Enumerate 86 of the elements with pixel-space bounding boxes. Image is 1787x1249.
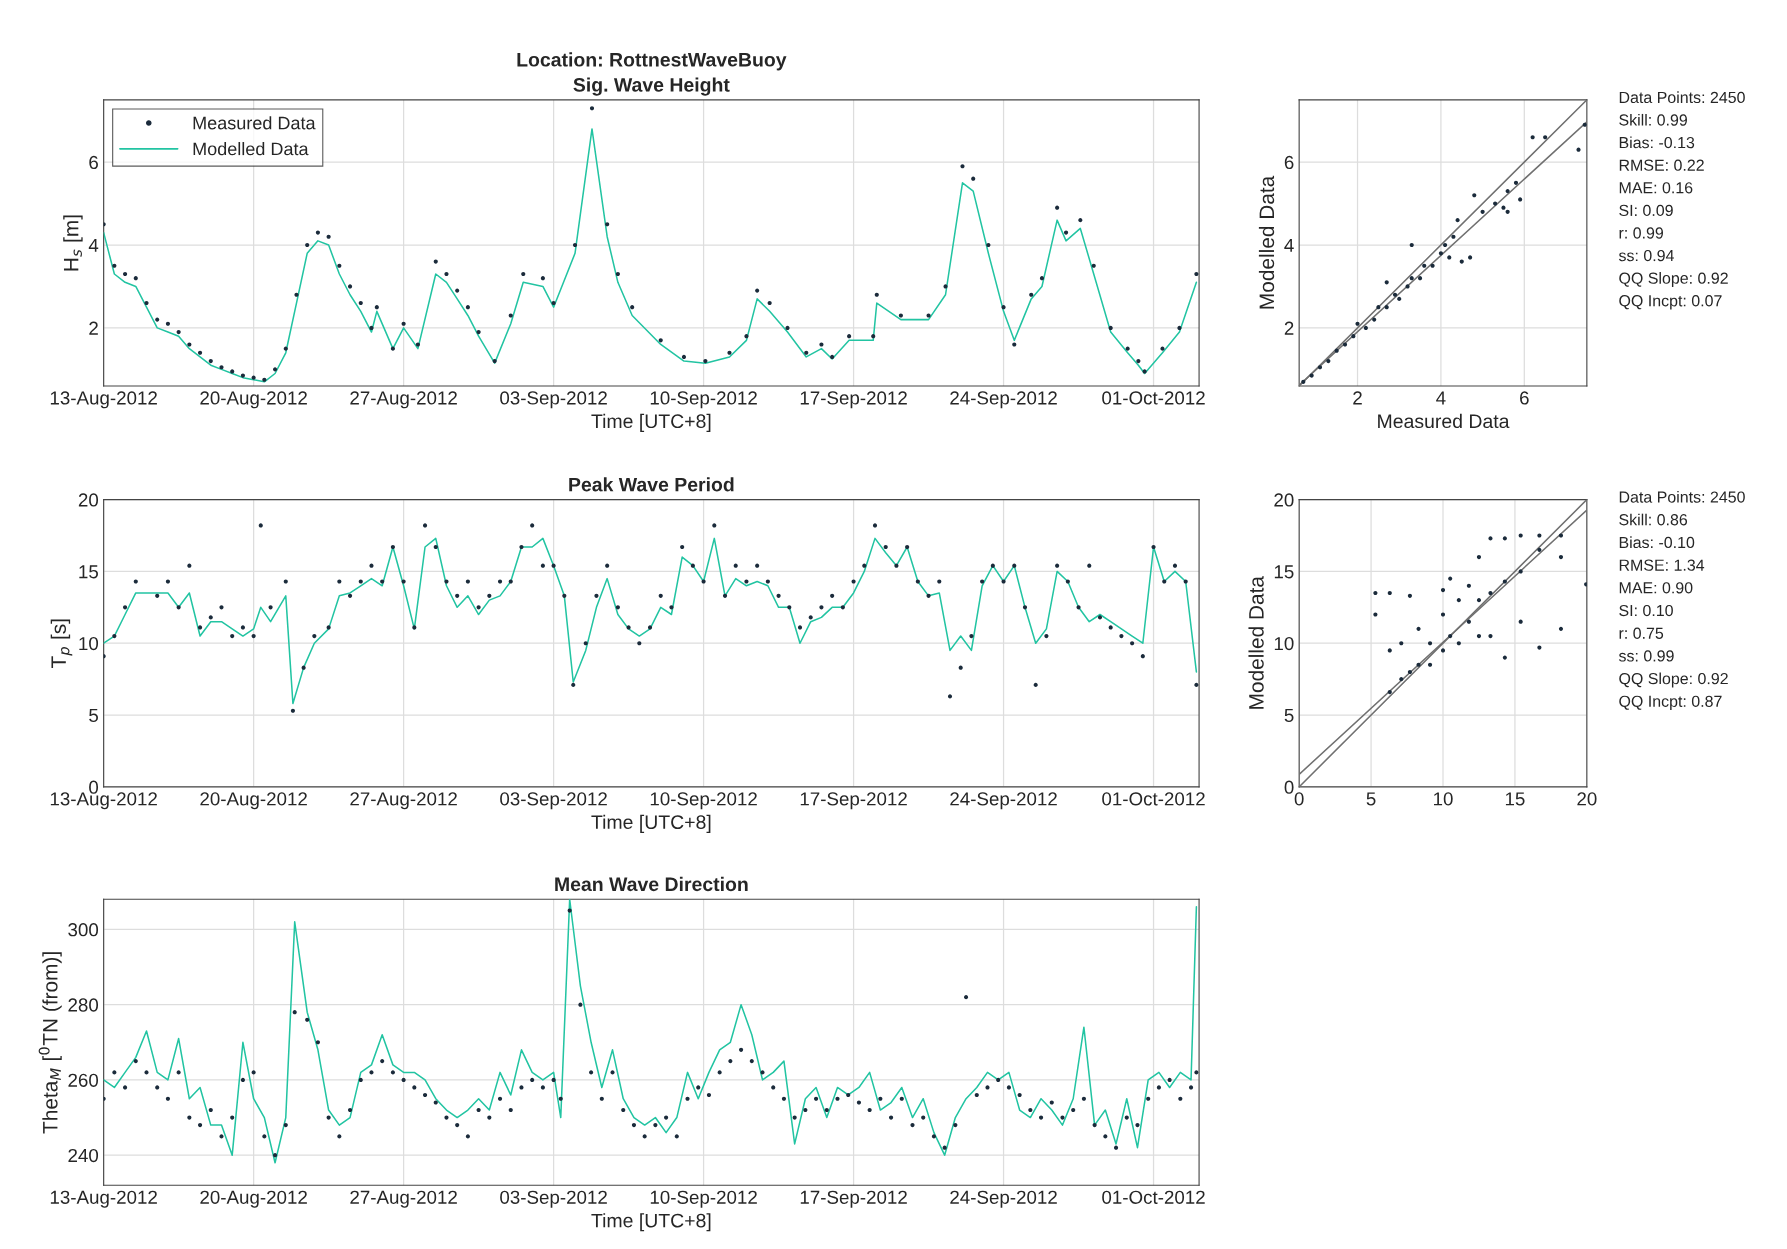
text: RMSE: 0.22 [1619,159,1704,171]
x-tick-label: 15 [1505,792,1525,806]
x-tick-label: 20-Aug-2012 [200,391,307,409]
y-axis-title: H$_{s}$ [m] [63,215,83,271]
text: RMSE: 1.34 [1619,559,1705,571]
y-tick-label: 6 [89,155,98,170]
x-axis-title: Time [UTC+8] [591,413,711,432]
text: r: 0.75 [1619,627,1664,639]
y-tick-label: 6 [1284,155,1294,170]
y-axis-title: Modelled Data [1258,175,1275,309]
y-tick-label: 240 [68,1148,99,1163]
legend-label: Modelled Data [193,142,309,156]
y-tick-label: 20 [78,493,99,507]
text: SI: 0.09 [1619,204,1673,217]
chart-title: Location: RottnestWaveBuoy Sig. Wave Height [517,52,787,96]
x-tick-label: 10-Sep-2012 [650,1190,757,1208]
y-tick-label: 260 [68,1073,99,1087]
text: QQ Incpt: 0.07 [1619,295,1722,310]
y-tick-label: 5 [1284,708,1294,723]
text: Data Points: 2450 [1619,91,1745,104]
x-tick-label: 01-Oct-2012 [1102,391,1205,405]
text: ss: 0.99 [1618,650,1674,662]
text: QQ Slope: 0.92 [1619,672,1728,688]
y-tick-label: 5 [89,708,98,723]
y-axis-title: T$_{p}$ [s] [50,619,73,669]
x-tick-label: 20 [1577,792,1597,806]
y-tick-label: 4 [1284,238,1294,252]
y-tick-label: 15 [79,565,98,579]
text: r: 0.99 [1619,227,1664,239]
text: Data Points: 2450 [1619,490,1745,503]
y-axis-title: Theta$_{M}$ [$^{0}$TN (from)] [38,952,62,1134]
x-tick-label: 17-Sep-2012 [800,792,907,810]
x-tick-label: 01-Oct-2012 [1102,792,1205,806]
x-tick-label: 13-Aug-2012 [50,792,157,810]
x-tick-label: 03-Sep-2012 [500,391,607,409]
y-axis-title: Modelled Data [1248,576,1264,709]
x-axis-title: Time [UTC+8] [591,814,711,833]
text: Skill: 0.99 [1619,113,1687,126]
x-tick-label: 03-Sep-2012 [500,792,607,810]
text: Bias: -0.13 [1619,136,1695,149]
text: Skill: 0.86 [1619,513,1688,526]
x-tick-label: 17-Sep-2012 [800,391,907,409]
text: MAE: 0.16 [1619,182,1693,194]
x-tick-label: 4 [1436,391,1446,405]
y-tick-label: 15 [1274,565,1294,579]
text: Bias: -0.10 [1619,536,1695,549]
x-tick-label: 2 [1353,391,1362,405]
x-tick-label: 17-Sep-2012 [800,1190,907,1208]
chart-title: Mean Wave Direction [555,876,748,892]
legend-label: Measured Data [193,116,316,130]
x-tick-label: 27-Aug-2012 [350,391,457,409]
y-tick-label: 10 [1274,636,1294,651]
text: QQ Slope: 0.92 [1619,272,1728,287]
x-tick-label: 24-Sep-2012 [950,792,1057,810]
x-tick-label: 01-Oct-2012 [1102,1190,1205,1204]
x-axis-title: Measured Data [1378,413,1510,429]
x-tick-label: 27-Aug-2012 [350,1190,457,1208]
x-tick-label: 13-Aug-2012 [50,1190,157,1208]
y-tick-label: 2 [1284,321,1294,335]
text: SI: 0.10 [1619,604,1673,617]
y-tick-label: 0 [1284,780,1294,794]
y-tick-label: 10 [79,636,99,651]
x-tick-label: 10 [1434,792,1453,806]
x-tick-label: 6 [1520,391,1529,405]
x-axis-title: Time [UTC+8] [591,1213,711,1232]
x-tick-label: 03-Sep-2012 [500,1190,607,1208]
x-tick-label: 0 [1294,792,1304,806]
text: ss: 0.94 [1618,249,1674,262]
x-tick-label: 20-Aug-2012 [200,1190,307,1208]
chart-title: Peak Wave Period [569,477,734,492]
y-tick-label: 300 [68,923,99,937]
x-tick-label: 24-Sep-2012 [950,391,1057,409]
text: QQ Incpt: 0.87 [1619,695,1722,711]
y-tick-label: 20 [1274,493,1294,507]
y-tick-label: 280 [68,998,99,1012]
x-tick-label: 10-Sep-2012 [650,391,757,409]
y-tick-label: 2 [89,321,98,335]
x-tick-label: 20-Aug-2012 [200,792,307,810]
x-tick-label: 13-Aug-2012 [50,391,157,409]
x-tick-label: 27-Aug-2012 [350,792,457,810]
text: MAE: 0.90 [1619,582,1693,594]
y-tick-label: 4 [88,238,99,252]
x-tick-label: 24-Sep-2012 [950,1190,1057,1208]
x-tick-label: 10-Sep-2012 [650,792,757,810]
x-tick-label: 5 [1366,792,1376,806]
y-tick-label: 0 [89,780,99,794]
